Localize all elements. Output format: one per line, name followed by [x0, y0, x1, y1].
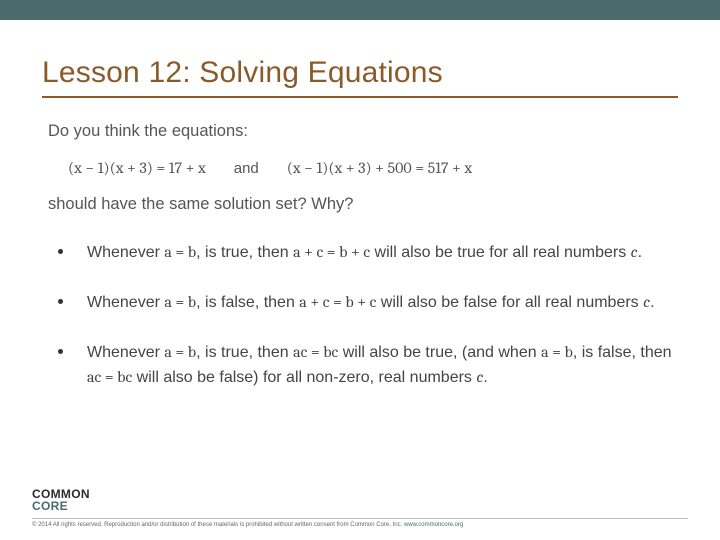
math-expr: a + c = b + c — [299, 293, 376, 311]
list-item: Whenever a = b, is false, then a + c = b… — [58, 290, 678, 316]
text-fragment: Whenever — [87, 344, 164, 361]
list-item: Whenever a = b, is true, then ac = bc wi… — [58, 340, 678, 392]
equation-1: (x − 1)(x + 3) = 17 + x — [68, 159, 206, 177]
equation-row: (x − 1)(x + 3) = 17 + x and (x − 1)(x + … — [68, 159, 678, 177]
math-expr: a + c = b + c — [293, 243, 370, 261]
text-fragment: . — [650, 294, 654, 311]
common-core-logo: COMMON CORE — [32, 488, 688, 512]
math-expr: ac = bc — [293, 343, 338, 361]
text-fragment: , is false, then — [196, 294, 299, 311]
slide-content: Lesson 12: Solving Equations Do you thin… — [0, 20, 720, 391]
text-fragment: . — [638, 244, 642, 261]
text-fragment: Whenever — [87, 294, 164, 311]
math-expr: a = b — [164, 243, 196, 261]
copyright-text: © 2014 All rights reserved. Reproduction… — [32, 522, 404, 528]
text-fragment: will also be true, (and when — [338, 344, 541, 361]
text-fragment: will also be false for all real numbers — [376, 294, 643, 311]
prompt-intro: Do you think the equations: — [48, 122, 678, 141]
math-expr: a = b — [164, 293, 196, 311]
bullet-text: Whenever a = b, is true, then a + c = b … — [87, 240, 642, 266]
bullet-text: Whenever a = b, is false, then a + c = b… — [87, 290, 655, 316]
math-var: c — [631, 243, 638, 261]
list-item: Whenever a = b, is true, then a + c = b … — [58, 240, 678, 266]
text-fragment: , is true, then — [196, 344, 293, 361]
logo-line-2: CORE — [32, 499, 68, 513]
math-expr: a = b — [541, 343, 573, 361]
text-fragment: Whenever — [87, 244, 164, 261]
text-fragment: , is true, then — [196, 244, 293, 261]
bullet-text: Whenever a = b, is true, then ac = bc wi… — [87, 340, 678, 392]
text-fragment: will also be true for all real numbers — [370, 244, 631, 261]
header-band — [0, 0, 720, 20]
equation-2: (x − 1)(x + 3) + 500 = 517 + x — [287, 159, 472, 177]
math-expr: ac = bc — [87, 368, 132, 386]
text-fragment: will also be false) for all non-zero, re… — [132, 369, 476, 386]
bullet-dot-icon — [58, 349, 63, 354]
bullet-list: Whenever a = b, is true, then a + c = b … — [58, 240, 678, 391]
page-title: Lesson 12: Solving Equations — [42, 56, 678, 98]
copyright-bar: © 2014 All rights reserved. Reproduction… — [32, 518, 688, 528]
math-expr: a = b — [164, 343, 196, 361]
equation-and: and — [234, 160, 259, 177]
prompt-question: should have the same solution set? Why? — [48, 195, 678, 214]
slide-footer: COMMON CORE © 2014 All rights reserved. … — [32, 488, 688, 528]
text-fragment: , is false, then — [573, 344, 672, 361]
text-fragment: . — [483, 369, 487, 386]
bullet-dot-icon — [58, 299, 63, 304]
bullet-dot-icon — [58, 249, 63, 254]
copyright-url: www.commoncore.org — [404, 522, 463, 528]
